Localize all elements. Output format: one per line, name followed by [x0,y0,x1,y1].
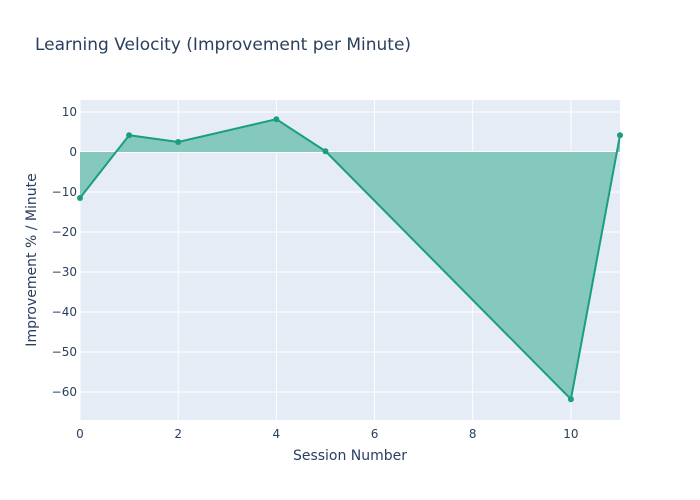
y-tick-label: 10 [62,105,77,119]
y-tick-label: −50 [52,345,77,359]
area-shape [80,119,620,400]
y-tick-label: 0 [69,145,77,159]
data-point [322,148,329,155]
x-axis-title: Session Number [293,448,407,464]
chart-title: Learning Velocity (Improvement per Minut… [35,35,411,55]
x-tick-label: 8 [469,427,477,441]
data-point [567,396,574,403]
data-point [617,132,623,139]
y-tick-labels: 10 0 −10 −20 −30 −40 −50 −60 [52,105,77,399]
y-tick-label: −10 [52,185,77,199]
area-fill [80,119,620,400]
y-tick-label: −20 [52,225,77,239]
x-tick-label: 10 [563,427,578,441]
x-tick-label: 0 [76,427,84,441]
data-point [175,139,182,145]
x-tick-label: 4 [273,427,281,441]
y-axis-title: Improvement % / Minute [24,173,40,346]
series-points [77,116,623,403]
x-tick-label: 6 [371,427,379,441]
y-tick-label: −30 [52,265,77,279]
y-tick-label: −40 [52,305,77,319]
data-point [273,116,280,123]
x-tick-labels: 0 2 4 6 8 10 [76,427,578,441]
data-point [126,132,133,139]
data-point [77,195,83,201]
x-tick-label: 2 [174,427,182,441]
y-tick-label: −60 [52,385,77,399]
